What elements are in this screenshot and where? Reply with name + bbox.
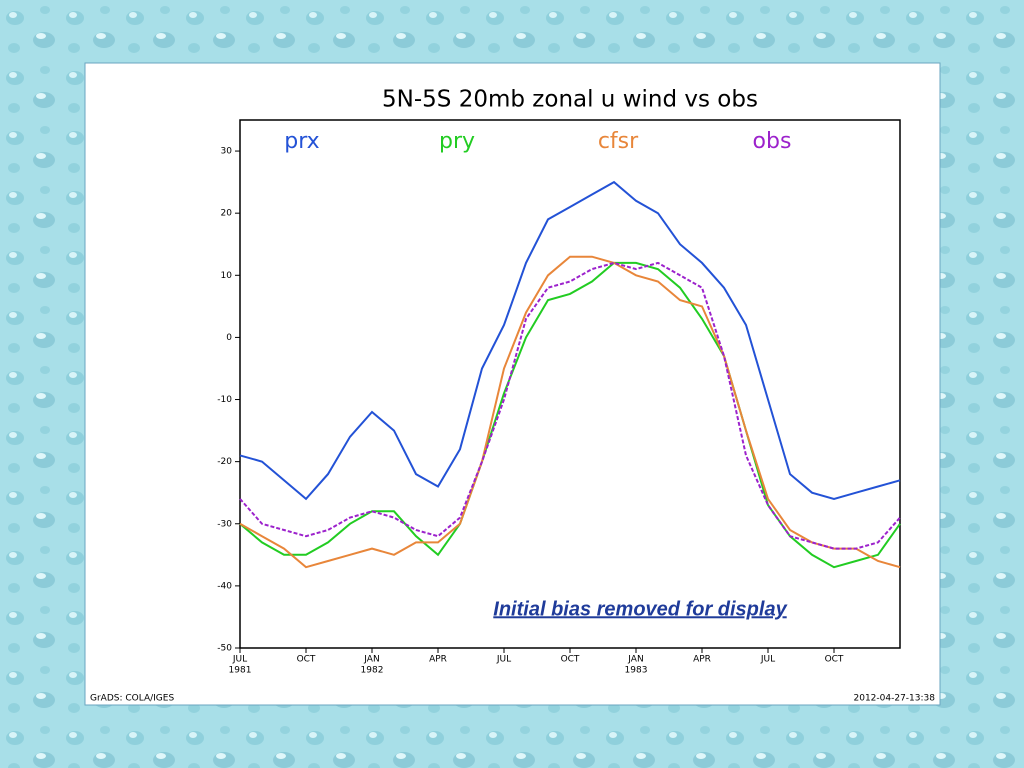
x-tick-label: JUL [232, 655, 247, 665]
x-tick-label: JAN [627, 655, 643, 665]
x-tick-label: JUL [760, 655, 775, 665]
y-tick-label: -40 [217, 581, 232, 591]
y-tick-label: 30 [221, 147, 233, 157]
series-line [239, 261, 901, 550]
x-tick-label: OCT [825, 655, 844, 665]
x-tick-label: JUL [496, 655, 511, 665]
legend-label: pry [439, 129, 475, 154]
series-line [239, 180, 901, 501]
x-tick-year: 1981 [229, 666, 252, 676]
chart-title: 5N-5S 20mb zonal u wind vs obs [382, 87, 758, 113]
x-tick-label: APR [693, 655, 711, 665]
x-tick-year: 1983 [625, 666, 648, 676]
y-tick-label: -30 [217, 519, 232, 529]
legend-label: cfsr [598, 129, 639, 154]
x-tick-label: JAN [363, 655, 379, 665]
y-tick-label: -50 [217, 644, 232, 654]
y-tick-label: 20 [221, 209, 233, 219]
x-tick-label: OCT [297, 655, 316, 665]
y-tick-label: 0 [226, 333, 232, 343]
series-line [239, 255, 901, 569]
footer-right: 2012-04-27-13:38 [854, 694, 936, 704]
x-tick-year: 1982 [361, 666, 384, 676]
x-tick-label: OCT [561, 655, 580, 665]
footer-left: GrADS: COLA/IGES [90, 694, 174, 704]
y-tick-label: -20 [217, 457, 232, 467]
x-tick-label: APR [429, 655, 447, 665]
y-tick-label: 10 [221, 271, 233, 281]
annotation: Initial bias removed for display [493, 598, 787, 620]
legend-label: prx [284, 129, 319, 154]
chart-panel [84, 62, 941, 706]
y-tick-label: -10 [217, 395, 232, 405]
legend-label: obs [753, 129, 792, 154]
